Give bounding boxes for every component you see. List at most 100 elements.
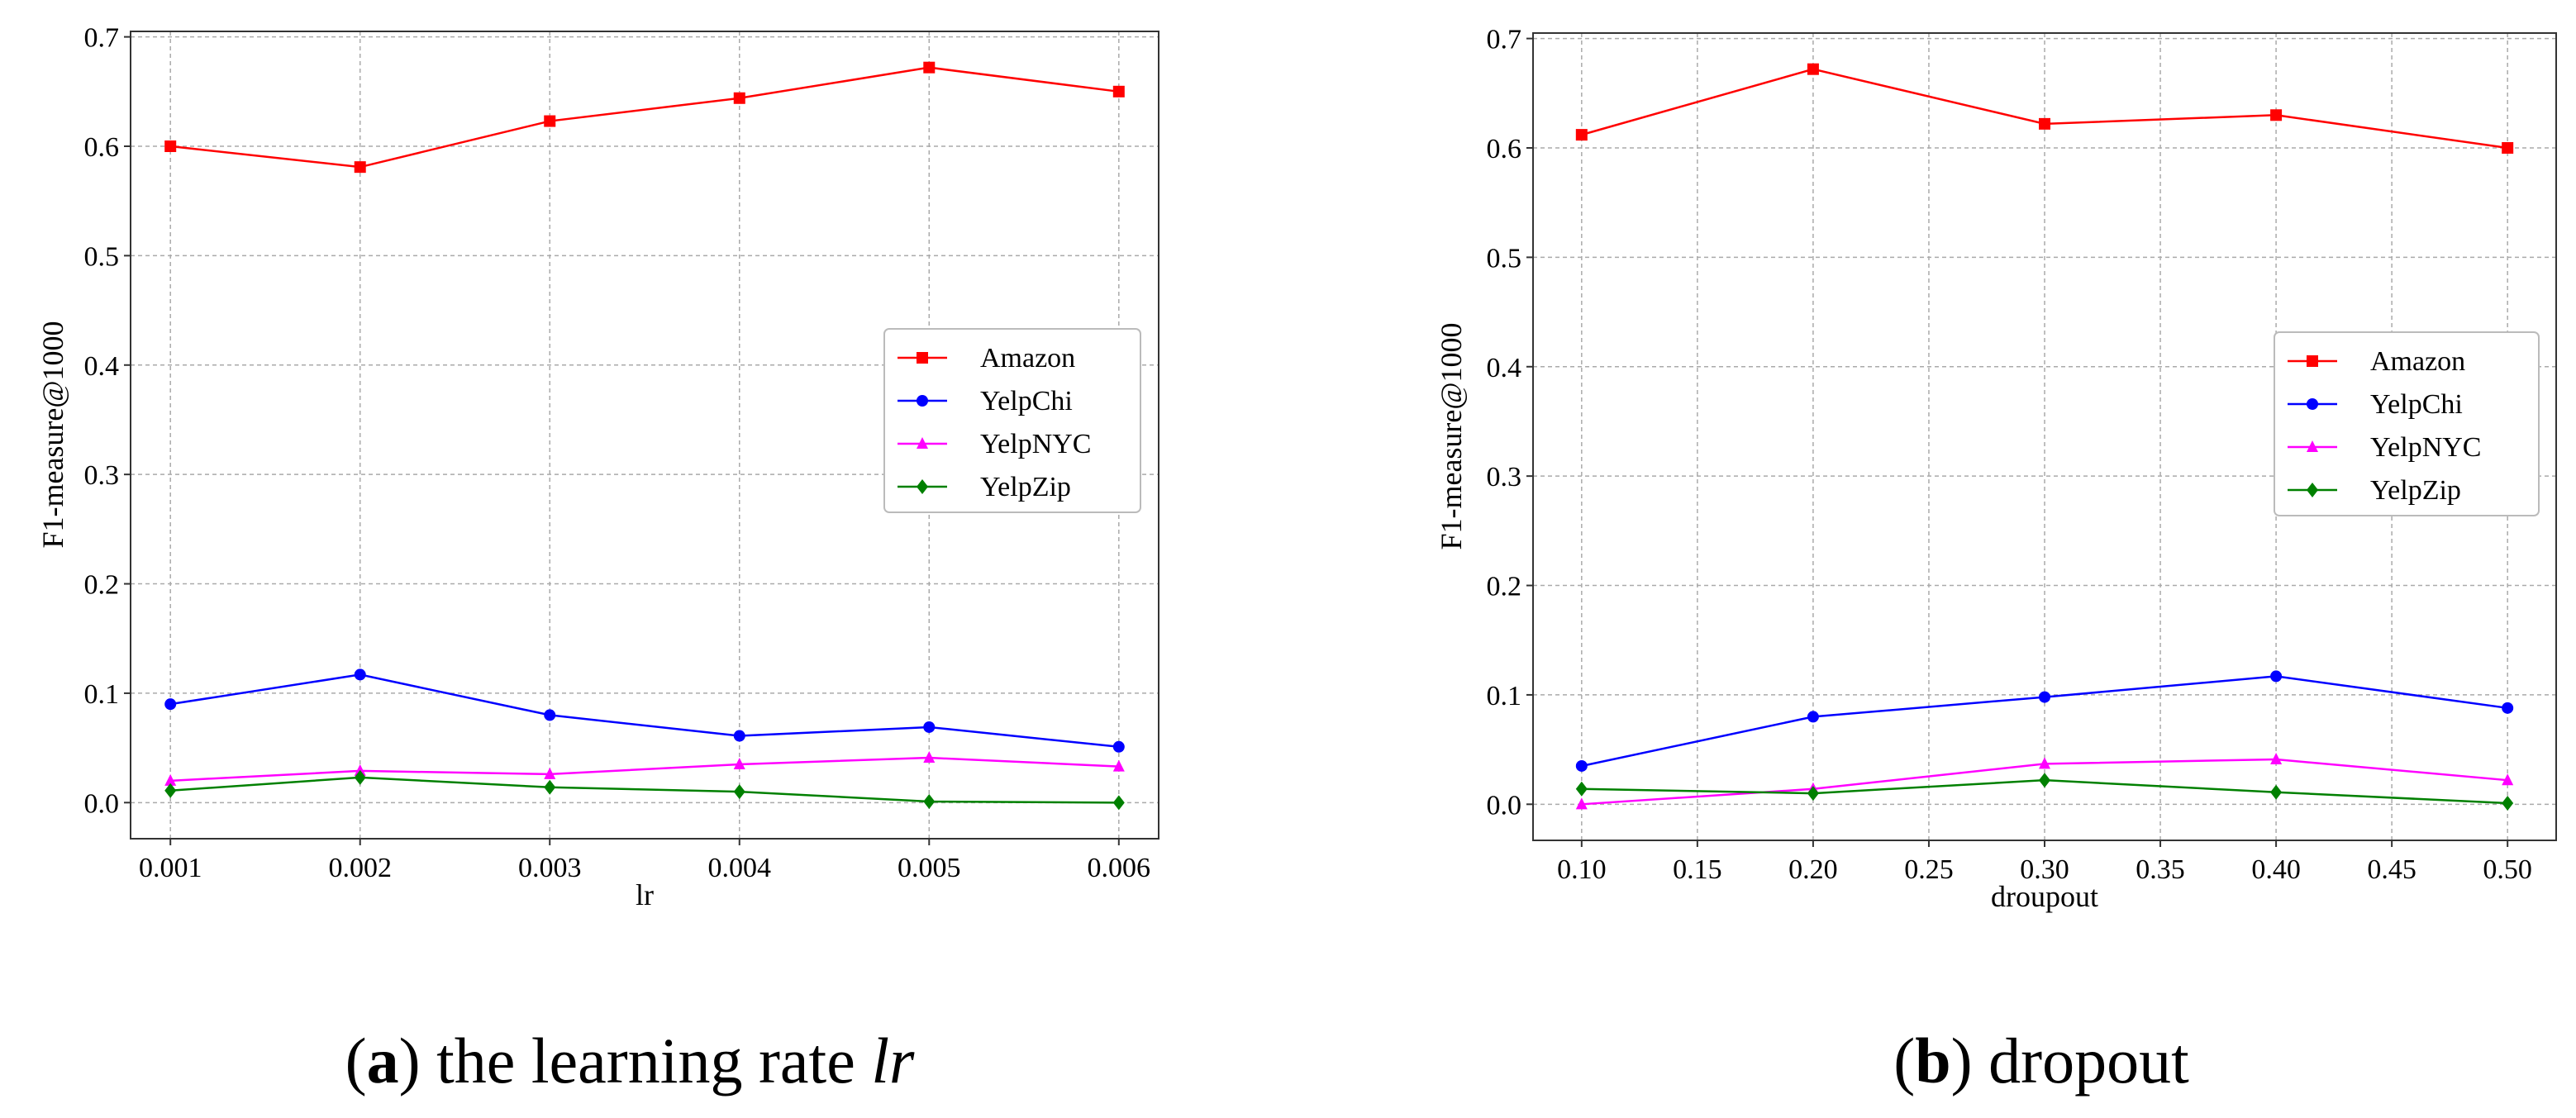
series-line bbox=[170, 673, 1119, 749]
legend: Amazon YelpChi YelpNYC YelpZip bbox=[2274, 331, 2540, 516]
y-tick-label: 0.3 bbox=[84, 460, 120, 491]
series-line bbox=[170, 776, 1119, 804]
data-point bbox=[2502, 795, 2514, 811]
data-point bbox=[923, 61, 936, 74]
series-yelpzip bbox=[164, 769, 1125, 811]
x-tick-label: 0.30 bbox=[2020, 854, 2069, 885]
data-point bbox=[164, 140, 177, 153]
legend-label: YelpNYC bbox=[2370, 432, 2481, 463]
legend-label: YelpZip bbox=[980, 472, 1071, 502]
data-point bbox=[2039, 691, 2050, 703]
data-point bbox=[1807, 711, 1819, 723]
y-tick-label: 0.6 bbox=[84, 132, 120, 163]
legend-marker bbox=[917, 437, 928, 449]
legend-label: YelpChi bbox=[980, 386, 1073, 416]
legend-marker bbox=[917, 479, 928, 494]
series-amazon bbox=[1575, 63, 2514, 155]
data-point bbox=[1575, 781, 1588, 797]
data-point bbox=[354, 668, 366, 681]
data-point bbox=[164, 773, 177, 786]
y-tick-label: 0.2 bbox=[1487, 572, 1522, 602]
legend: Amazon YelpChi YelpNYC YelpZip bbox=[883, 328, 1141, 513]
legend-item: Amazon bbox=[2288, 346, 2465, 377]
data-point bbox=[1575, 797, 1588, 810]
y-tick-label: 0.6 bbox=[1487, 134, 1522, 164]
y-tick-label: 0.4 bbox=[1487, 353, 1522, 383]
legend-label: YelpZip bbox=[2370, 475, 2461, 506]
data-point bbox=[544, 709, 556, 721]
data-point bbox=[1575, 759, 1588, 772]
y-tick-label: 0.1 bbox=[1487, 681, 1522, 711]
data-point bbox=[544, 779, 556, 795]
x-axis-label: lr bbox=[636, 878, 654, 911]
data-point bbox=[1807, 63, 1819, 75]
data-point bbox=[1112, 795, 1125, 811]
data-point bbox=[164, 698, 177, 711]
caption: (a) the learning rate lr bbox=[345, 1025, 915, 1097]
x-tick-label: 0.005 bbox=[898, 853, 961, 883]
x-tick-label: 0.50 bbox=[2483, 854, 2532, 885]
legend-label: YelpNYC bbox=[980, 429, 1091, 459]
caption-italic: lr bbox=[871, 1025, 915, 1097]
y-tick-label: 0.0 bbox=[1487, 790, 1522, 821]
data-point bbox=[2270, 670, 2283, 683]
data-point bbox=[1807, 786, 1819, 802]
data-point bbox=[544, 767, 556, 779]
data-point bbox=[733, 730, 745, 742]
x-tick-label: 0.20 bbox=[1788, 854, 1838, 885]
legend-label: YelpChi bbox=[2370, 389, 2463, 420]
series-line bbox=[170, 66, 1119, 169]
legend-marker bbox=[917, 352, 928, 364]
y-tick-label: 0.3 bbox=[1487, 462, 1522, 492]
plot-frame bbox=[130, 31, 1159, 840]
data-point bbox=[164, 783, 177, 798]
y-tick-label: 0.0 bbox=[84, 788, 120, 819]
data-point bbox=[2039, 757, 2050, 769]
legend-item: YelpZip bbox=[2288, 475, 2461, 506]
x-tick-label: 0.006 bbox=[1088, 853, 1151, 883]
series-yelpchi bbox=[1575, 670, 2514, 772]
legend-item: Amazon bbox=[898, 343, 1075, 373]
grid-lines bbox=[1533, 33, 2556, 840]
data-point bbox=[1112, 759, 1125, 772]
data-point bbox=[733, 92, 745, 104]
data-point bbox=[1112, 85, 1125, 98]
series-yelpzip bbox=[1575, 773, 2514, 811]
legend-marker bbox=[2307, 483, 2318, 497]
legend-label: Amazon bbox=[2370, 346, 2465, 377]
data-point bbox=[2502, 773, 2514, 786]
legend-label: Amazon bbox=[980, 343, 1075, 373]
legend-item: YelpNYC bbox=[898, 429, 1091, 459]
y-tick-label: 0.4 bbox=[84, 351, 120, 382]
legend-marker bbox=[2307, 440, 2318, 452]
chart-dropout: 0.10 0.15 0.20 0.25 0.30 0.35 0.40 0.45 0.50 0.0 0… bbox=[1435, 25, 2557, 1097]
data-point bbox=[2270, 109, 2283, 121]
data-point bbox=[2039, 773, 2050, 788]
caption-text: dropout bbox=[1988, 1025, 2189, 1097]
data-point bbox=[923, 751, 936, 764]
x-tick-label: 0.002 bbox=[328, 853, 392, 883]
data-point bbox=[733, 784, 745, 800]
caption-letter: a bbox=[367, 1025, 399, 1097]
legend-marker bbox=[917, 395, 928, 407]
legend-item: YelpZip bbox=[898, 472, 1071, 502]
y-tick-label: 0.5 bbox=[1487, 243, 1522, 274]
caption: (b) dropout bbox=[1893, 1025, 2189, 1097]
y-axis-label: F1-measure@1000 bbox=[1435, 322, 1468, 549]
legend-box bbox=[883, 328, 1141, 513]
data-point bbox=[733, 757, 745, 769]
x-tick-label: 0.40 bbox=[2251, 854, 2301, 885]
series-lines bbox=[164, 61, 1125, 811]
x-tick-label: 0.003 bbox=[518, 853, 582, 883]
series-yelpchi bbox=[164, 668, 1125, 753]
series-lines bbox=[1575, 63, 2514, 811]
tick-labels: 0.10 0.15 0.20 0.25 0.30 0.35 0.40 0.45 0.50 0.0 0… bbox=[1487, 25, 2532, 885]
x-tick-label: 0.45 bbox=[2367, 854, 2416, 885]
data-point bbox=[1112, 740, 1125, 753]
legend-item: YelpChi bbox=[2288, 389, 2463, 420]
y-tick-label: 0.1 bbox=[84, 679, 120, 710]
y-tick-label: 0.5 bbox=[84, 241, 120, 272]
data-point bbox=[354, 161, 366, 174]
series-amazon bbox=[164, 61, 1125, 174]
